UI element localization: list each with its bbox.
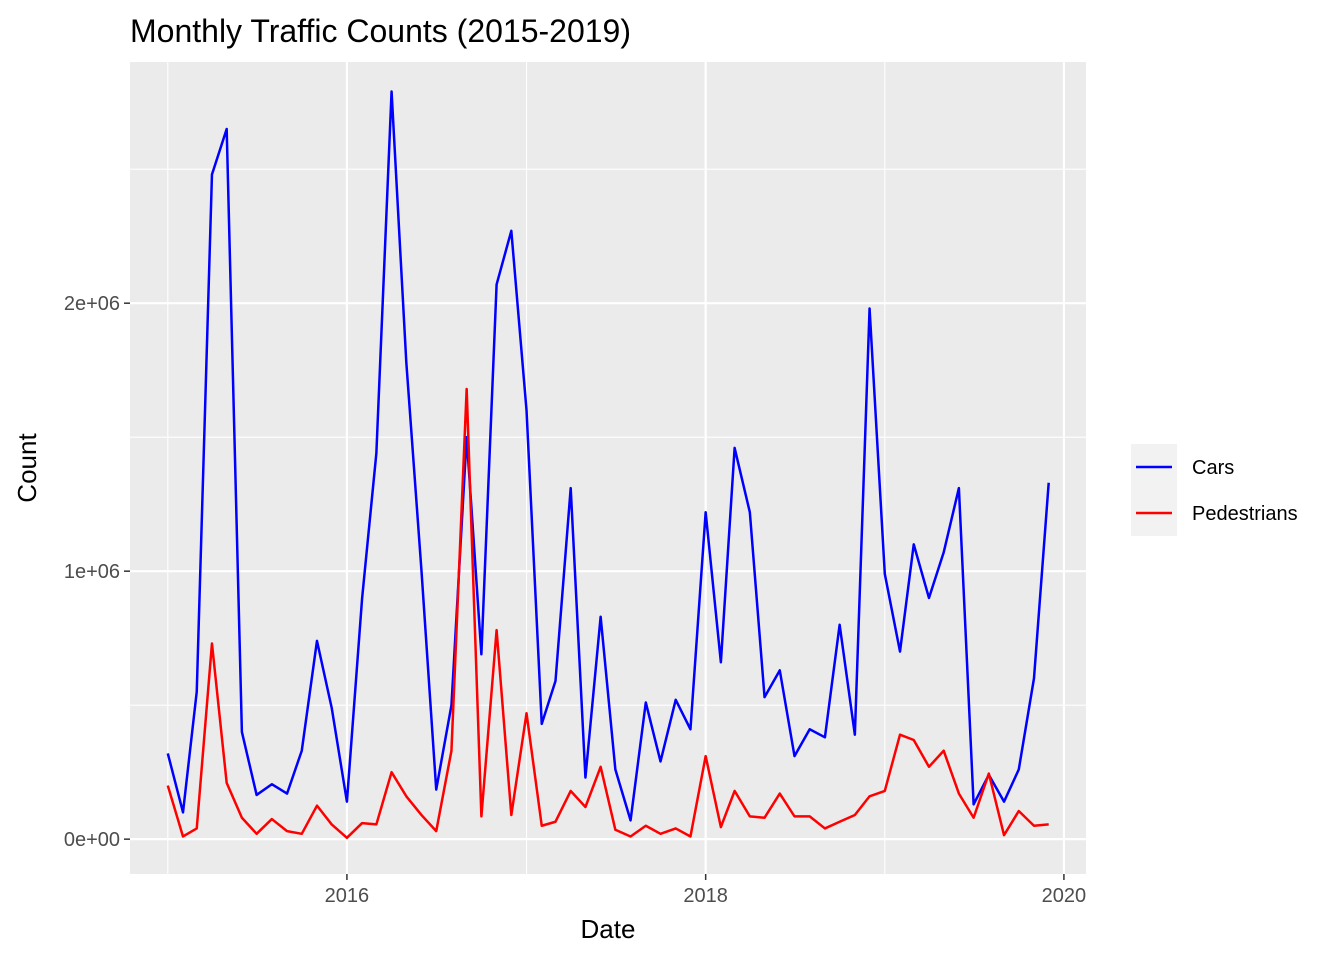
y-tick-label: 0e+00	[64, 829, 120, 851]
plot-panel	[130, 62, 1086, 874]
x-tick-label: 2018	[683, 885, 728, 907]
y-axis: 0e+00 1e+06 2e+06	[64, 293, 130, 851]
y-tick-label: 2e+06	[64, 293, 120, 315]
y-axis-title: Count	[12, 433, 42, 503]
series-line-pedestrians	[166, 387, 1049, 840]
x-axis: 2016 2018 2020	[325, 874, 1087, 907]
series-lines	[166, 90, 1050, 840]
legend-label-pedestrians: Pedestrians	[1192, 503, 1298, 525]
minor-gridlines	[130, 62, 1086, 874]
major-gridlines	[130, 62, 1086, 874]
x-tick-label: 2016	[325, 885, 370, 907]
x-tick-label: 2020	[1042, 885, 1087, 907]
chart-title: Monthly Traffic Counts (2015-2019)	[130, 13, 631, 49]
x-axis-title: Date	[581, 914, 636, 944]
series-line-cars	[166, 90, 1050, 822]
y-tick-label: 1e+06	[64, 561, 120, 583]
legend: Cars Pedestrians	[1131, 444, 1298, 536]
legend-label-cars: Cars	[1192, 457, 1234, 479]
